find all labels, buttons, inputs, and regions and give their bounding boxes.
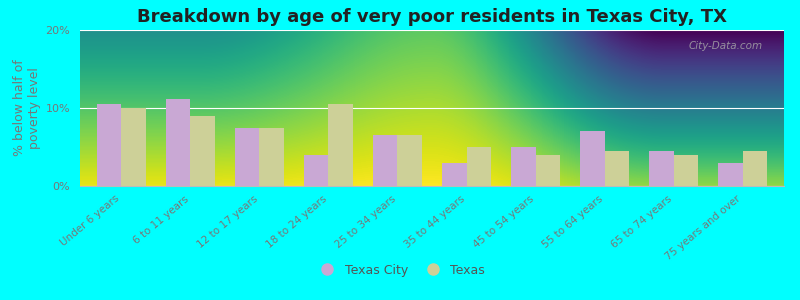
Bar bbox=[374, 135, 398, 186]
Bar bbox=[718, 163, 742, 186]
Bar bbox=[605, 151, 629, 186]
Bar bbox=[235, 128, 259, 186]
Bar bbox=[511, 147, 535, 186]
Bar bbox=[329, 104, 353, 186]
Bar bbox=[580, 131, 605, 186]
Bar bbox=[259, 128, 284, 186]
Title: Breakdown by age of very poor residents in Texas City, TX: Breakdown by age of very poor residents … bbox=[137, 8, 727, 26]
Bar bbox=[398, 135, 422, 186]
Bar bbox=[190, 116, 214, 186]
Bar bbox=[98, 104, 122, 186]
Bar bbox=[466, 147, 490, 186]
Bar bbox=[122, 108, 146, 186]
Bar bbox=[535, 155, 560, 186]
Bar bbox=[304, 155, 329, 186]
Bar bbox=[742, 151, 766, 186]
Bar bbox=[650, 151, 674, 186]
Text: City-Data.com: City-Data.com bbox=[689, 41, 763, 51]
Bar bbox=[442, 163, 466, 186]
Legend: Texas City, Texas: Texas City, Texas bbox=[310, 259, 490, 282]
Bar bbox=[166, 99, 190, 186]
Bar bbox=[674, 155, 698, 186]
Y-axis label: % below half of
poverty level: % below half of poverty level bbox=[14, 60, 42, 156]
